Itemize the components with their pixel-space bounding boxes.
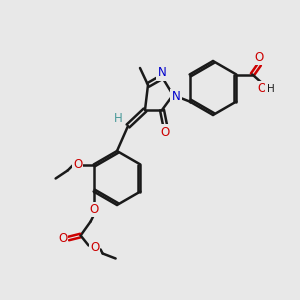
Text: O: O bbox=[160, 125, 169, 139]
Text: O: O bbox=[90, 241, 99, 254]
Text: N: N bbox=[172, 91, 180, 103]
Text: O: O bbox=[89, 203, 98, 216]
Text: O: O bbox=[258, 82, 267, 95]
Text: H: H bbox=[114, 112, 122, 124]
Text: H: H bbox=[266, 83, 274, 94]
Text: O: O bbox=[255, 51, 264, 64]
Text: O: O bbox=[58, 232, 67, 245]
Text: N: N bbox=[158, 67, 166, 80]
Text: O: O bbox=[73, 158, 82, 171]
